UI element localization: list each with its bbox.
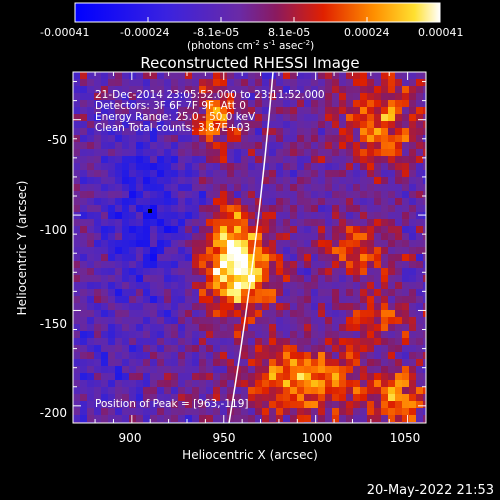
colorbar-gradient (74, 2, 441, 23)
x-axis-label: Heliocentric X (arcsec) (182, 448, 318, 462)
axis-ticks (73, 72, 426, 423)
timestamp: 20-May-2022 21:53 (367, 483, 494, 498)
colorbar-tick-label-0: -0.00041 (40, 26, 89, 39)
colorbar-tick-label-4: 0.00024 (344, 26, 390, 39)
x-tick-label-2: 1000 (302, 431, 333, 445)
info-detectors: Detectors: 3F 6F 7F 9F, Att 0 (95, 100, 246, 112)
plot-frame (72, 71, 427, 424)
y-tick-label-1: -100 (40, 223, 67, 237)
rhessi-image (73, 72, 426, 423)
info-clean-counts: Clean Total counts: 3.87E+03 (95, 122, 250, 134)
x-tick-label-3: 1050 (390, 431, 421, 445)
info-energy-range: Energy Range: 25.0 - 50.0 keV (95, 111, 256, 123)
y-tick-label-2: -150 (40, 317, 67, 331)
colorbar-tick-label-5: 0.00041 (418, 26, 464, 39)
info-time-range: 21-Dec-2014 23:05:52.000 to 23:11:52.000 (95, 89, 325, 101)
colorbar-ticks (74, 17, 441, 22)
info-block: 21-Dec-2014 23:05:52.000 to 23:11:52.000… (95, 89, 325, 134)
image-pixels (73, 72, 426, 423)
x-tick-label-1: 950 (213, 431, 236, 445)
colorbar-tick-label-1: -0.00024 (120, 26, 169, 39)
solar-limb-line (228, 72, 274, 423)
plot-title: Reconstructed RHESSI Image (140, 54, 359, 72)
colorbar-tick-label-3: 8.1e-05 (268, 26, 310, 39)
x-tick-label-0: 900 (119, 431, 142, 445)
colorbar-units: (photons cm-2 s-1 asec-2) (187, 39, 314, 52)
colorbar: -0.00041 -0.00024 -8.1e-05 8.1e-05 0.000… (40, 2, 464, 52)
y-axis-label: Heliocentric Y (arcsec) (15, 181, 29, 316)
y-tick-label-0: -50 (47, 133, 67, 147)
peak-position: Position of Peak = [963,-119] (95, 398, 249, 410)
colorbar-tick-label-2: -8.1e-05 (193, 26, 239, 39)
y-tick-label-3: -200 (40, 406, 67, 420)
